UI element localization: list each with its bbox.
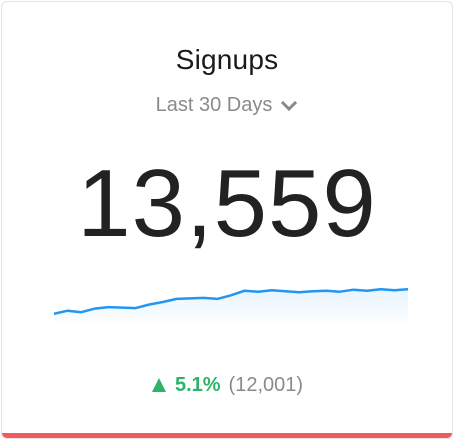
sparkline-area bbox=[54, 289, 408, 328]
period-dropdown[interactable]: Last 30 Days bbox=[2, 92, 452, 118]
change-summary: 5.1% (12,001) bbox=[2, 372, 452, 398]
change-percent: 5.1% bbox=[174, 374, 221, 396]
status-bar bbox=[2, 433, 452, 438]
signups-value: 13,559 bbox=[77, 150, 377, 257]
period-label: Last 30 Days bbox=[155, 94, 273, 116]
widget-title: Signups bbox=[175, 44, 279, 75]
sparkline-chart bbox=[54, 288, 408, 328]
sparkline-line bbox=[54, 288, 408, 316]
chevron-down-icon bbox=[281, 100, 298, 112]
triangle-up-icon bbox=[151, 378, 166, 392]
previous-value: (12,001) bbox=[228, 374, 304, 396]
